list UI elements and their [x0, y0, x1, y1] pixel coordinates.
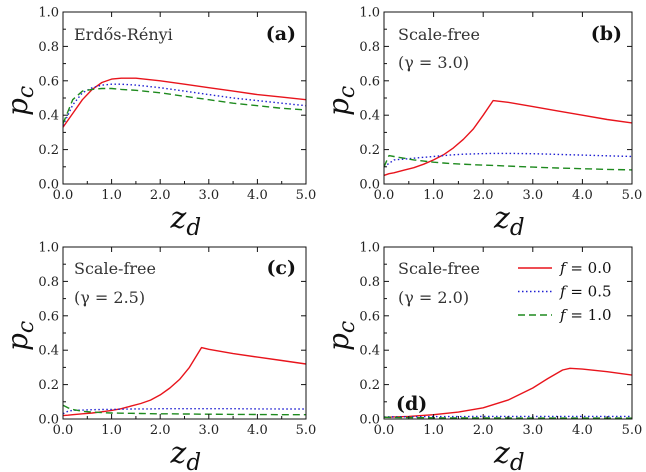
- y-tick-label: 0.4: [38, 109, 59, 124]
- legend-label-1: f = 0.0: [559, 259, 612, 277]
- x-axis-label: zd: [493, 436, 525, 472]
- x-tick-label: 0.0: [374, 423, 395, 438]
- x-axis-label: zd: [170, 201, 202, 241]
- panel-label: (d): [396, 393, 427, 415]
- x-tick-label: 3.0: [198, 188, 219, 203]
- y-tick-label: 0.0: [38, 178, 59, 193]
- y-tick-label: 0.4: [359, 344, 380, 359]
- y-tick-label: 0.6: [38, 74, 59, 89]
- panel-b: 0.0 1.0 2.0 3.0 4.0 5.0 0.0 0.2 0.4 0.6 0.8 1.0 pc zd…: [322, 6, 642, 242]
- y-tick-label: 0.2: [38, 143, 59, 158]
- panel-d: 0.0 1.0 2.0 3.0 4.0 5.0 0.0 0.2 0.4 0.6 0.8 1.0 pc zd…: [322, 241, 642, 472]
- panel-annotation: Erdős-Rényi: [74, 25, 173, 44]
- y-axis-label: pc: [1, 321, 39, 351]
- x-tick-label: 1.0: [423, 423, 444, 438]
- x-tick-label: 2.0: [473, 188, 494, 203]
- x-tick-label: 4.0: [572, 188, 593, 203]
- y-tick-label: 0.8: [359, 40, 380, 55]
- series-line-1: [63, 77, 306, 128]
- x-axis-label: zd: [493, 201, 525, 241]
- x-axis-label: zd: [170, 436, 202, 472]
- y-tick-label: 0.4: [38, 344, 59, 359]
- x-tick-label: 1.0: [423, 188, 444, 203]
- y-tick-label: 0.0: [359, 178, 380, 193]
- y-tick-label: 0.4: [359, 109, 380, 124]
- y-tick-label: 0.6: [359, 74, 380, 89]
- legend-label-3: f = 1.0: [559, 306, 612, 324]
- y-tick-label: 1.0: [38, 241, 59, 256]
- y-tick-label: 0.0: [38, 413, 59, 428]
- x-tick-label: 2.0: [150, 423, 171, 438]
- panel-a: 0.0 1.0 2.0 3.0 4.0 5.0 0.0 0.2 0.4 0.6 0.8 1.0 pc zd…: [1, 6, 316, 242]
- legend-label-2: f = 0.5: [559, 283, 612, 301]
- x-tick-label: 3.0: [522, 188, 543, 203]
- panel-label: (a): [266, 23, 296, 45]
- x-tick-label: 5.0: [296, 188, 317, 203]
- y-axis-label: pc: [322, 321, 360, 351]
- y-tick-label: 0.6: [38, 309, 59, 324]
- x-tick-label: 5.0: [622, 188, 643, 203]
- series-line-2: [63, 408, 306, 415]
- x-tick-label: 0.0: [53, 423, 74, 438]
- y-tick-label: 0.2: [359, 143, 380, 158]
- panel-c: 0.0 1.0 2.0 3.0 4.0 5.0 0.0 0.2 0.4 0.6 0.8 1.0 pc zd…: [1, 241, 316, 472]
- panel-annotation: (γ = 2.0): [398, 288, 469, 307]
- y-tick-label: 1.0: [38, 6, 59, 21]
- x-tick-label: 0.0: [53, 188, 74, 203]
- y-tick-label: 0.8: [38, 275, 59, 290]
- y-axis-label: pc: [322, 86, 360, 116]
- y-tick-label: 0.6: [359, 309, 380, 324]
- y-tick-label: 0.8: [38, 40, 59, 55]
- panel-label: (b): [591, 23, 622, 45]
- x-tick-label: 5.0: [622, 423, 643, 438]
- x-tick-label: 2.0: [150, 188, 171, 203]
- panel-annotation: Scale-free: [398, 259, 480, 278]
- legend: f = 0.0 f = 0.5 f = 1.0: [518, 259, 612, 324]
- y-axis-label: pc: [1, 86, 39, 116]
- series-line-2: [63, 83, 306, 126]
- x-tick-label: 4.0: [247, 188, 268, 203]
- x-tick-label: 2.0: [473, 423, 494, 438]
- y-tick-label: 1.0: [359, 6, 380, 21]
- x-tick-label: 5.0: [296, 423, 317, 438]
- x-tick-label: 4.0: [572, 423, 593, 438]
- x-tick-label: 3.0: [198, 423, 219, 438]
- x-tick-label: 1.0: [101, 188, 122, 203]
- x-tick-label: 3.0: [522, 423, 543, 438]
- x-tick-label: 0.0: [374, 188, 395, 203]
- series-line-1: [384, 99, 632, 177]
- y-tick-label: 0.2: [359, 378, 380, 393]
- panel-annotation: (γ = 3.0): [398, 53, 469, 72]
- y-tick-label: 0.2: [38, 378, 59, 393]
- series-line-2: [384, 152, 632, 168]
- x-tick-label: 1.0: [101, 423, 122, 438]
- x-tick-label: 4.0: [247, 423, 268, 438]
- panel-annotation: Scale-free: [398, 25, 480, 44]
- panel-label: (c): [266, 257, 296, 279]
- series-line-3: [63, 87, 306, 125]
- series-line-3: [384, 154, 632, 171]
- y-tick-label: 0.0: [359, 413, 380, 428]
- panel-annotation: (γ = 2.5): [74, 288, 145, 307]
- series-line-3: [63, 404, 306, 416]
- y-tick-label: 0.8: [359, 275, 380, 290]
- y-tick-label: 1.0: [359, 241, 380, 256]
- series-line-1: [63, 346, 306, 417]
- panel-annotation: Scale-free: [74, 259, 156, 278]
